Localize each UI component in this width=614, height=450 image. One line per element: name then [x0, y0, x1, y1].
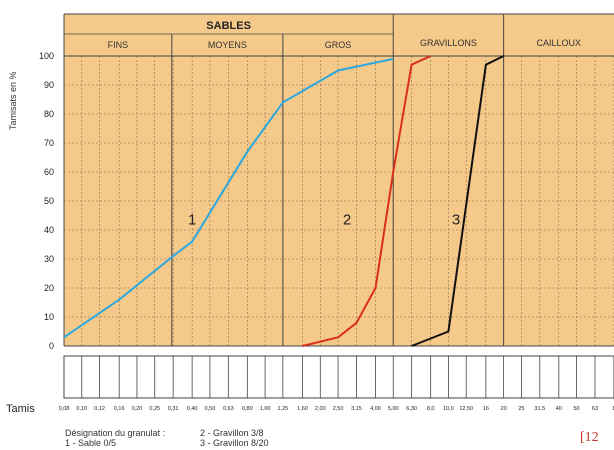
y-tick-label: 60: [44, 167, 54, 177]
sieve-tick-label: 0,10: [76, 406, 87, 412]
y-tick-label: 100: [39, 51, 54, 61]
sieve-tick-label: 0,12: [94, 406, 105, 412]
sieve-tick-label: 0,63: [223, 406, 234, 412]
legend: Désignation du granulat : 1 - Sable 0/5 …: [65, 428, 269, 448]
sieve-tick-label: 3,15: [351, 406, 362, 412]
sieve-tick-label: 0,20: [132, 406, 143, 412]
sieve-tick-label: 0,50: [205, 406, 216, 412]
sieve-tick-label: 25: [518, 406, 524, 412]
zone-label: MOYENS: [208, 40, 247, 50]
y-tick-label: 30: [44, 254, 54, 264]
y-tick-label: 80: [44, 109, 54, 119]
sieve-tick-label: 0,16: [114, 406, 125, 412]
sieve-tick-label: 50: [574, 406, 580, 412]
chart-background: [64, 14, 614, 346]
sieve-tick-label: 31,5: [534, 406, 545, 412]
legend-title: Désignation du granulat :: [65, 428, 166, 438]
sieve-tick-label: 2,00: [315, 406, 326, 412]
legend-item-1: 1 - Sable 0/5: [65, 438, 117, 448]
sieve-tick-label: 63: [592, 406, 598, 412]
y-axis-label: Tamisats en %: [8, 71, 18, 130]
y-tick-label: 0: [49, 341, 54, 351]
sieve-tick-label: 0,31: [168, 406, 179, 412]
y-tick-label: 40: [44, 225, 54, 235]
sieve-tick-label: 16: [483, 406, 489, 412]
sieve-tick-label: 6,30: [406, 406, 417, 412]
sieve-table: [63, 355, 614, 399]
y-tick-label: 70: [44, 138, 54, 148]
legend-item-2: 2 - Gravillon 3/8: [200, 428, 264, 438]
sieve-tick-label: 5,00: [388, 406, 399, 412]
x-axis-label: Tamis: [6, 403, 35, 415]
zone-label: CAILLOUX: [537, 38, 582, 48]
series-line-3: [411, 55, 505, 347]
sieve-tick-label: 0,80: [242, 406, 253, 412]
sieve-tick-label: 20: [501, 406, 507, 412]
sieve-tick-label: 1,60: [297, 406, 308, 412]
y-tick-label: 20: [44, 283, 54, 293]
y-tick-label: 90: [44, 80, 54, 90]
sieve-tick-label: 8: [612, 406, 614, 412]
curve-label-1: 1: [188, 211, 196, 228]
zone-label: GROS: [325, 40, 352, 50]
curve-label-2: 2: [343, 211, 351, 228]
sieve-tick-label: 0,25: [149, 406, 160, 412]
zone-label: GRAVILLONS: [420, 38, 477, 48]
sables-group-label: SABLES: [206, 20, 251, 32]
sieve-tick-label: 40: [556, 406, 562, 412]
reference-number: [12: [580, 430, 599, 445]
sieve-tick-label: 1,00: [260, 406, 271, 412]
y-tick-label: 10: [44, 312, 54, 322]
series-line-2: [302, 55, 432, 347]
curve-label-3: 3: [452, 211, 460, 228]
series-line-1: [63, 57, 394, 339]
y-tick-label: 50: [44, 196, 54, 206]
sieve-tick-label: 2,50: [333, 406, 344, 412]
sieve-tick-label: 1,25: [278, 406, 289, 412]
legend-item-3: 3 - Gravillon 8/20: [200, 438, 269, 448]
sieve-tick-label: 12,50: [459, 406, 473, 412]
sieve-tick-label: 0,40: [187, 406, 198, 412]
sieve-tick-label: 8,0: [427, 406, 435, 412]
sieve-tick-label: 10,0: [443, 406, 454, 412]
sieve-tick-label: 4,00: [370, 406, 381, 412]
zone-label: FINS: [108, 40, 129, 50]
sieve-tick-label: 0,08: [59, 406, 70, 412]
